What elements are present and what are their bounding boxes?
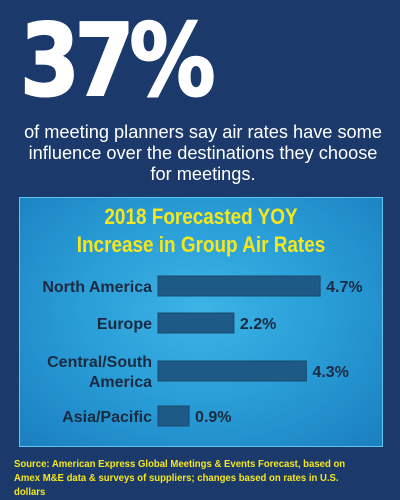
value-label: 4.3% (312, 364, 348, 381)
value-label: 0.9% (195, 409, 231, 426)
bar (157, 360, 307, 382)
category-label: Asia/Pacific (62, 409, 152, 426)
bar (157, 405, 190, 427)
bar (157, 312, 235, 334)
bar (157, 275, 321, 297)
chart-title-line-2: Increase in Group Air Rates (76, 232, 326, 257)
headline-text: of meeting planners say air rates have s… (24, 122, 382, 184)
value-label: 2.2% (240, 316, 276, 333)
category-label: North America (42, 279, 152, 296)
category-label: America (89, 374, 152, 391)
chart-title-line-1: 2018 Forecasted YOY (104, 204, 298, 229)
source-note: Source: American Express Global Meetings… (14, 459, 346, 498)
headline-stat: 37% (19, 1, 216, 120)
category-label: Europe (97, 316, 152, 333)
category-label: Central/South (47, 354, 152, 371)
value-label: 4.7% (326, 279, 362, 296)
